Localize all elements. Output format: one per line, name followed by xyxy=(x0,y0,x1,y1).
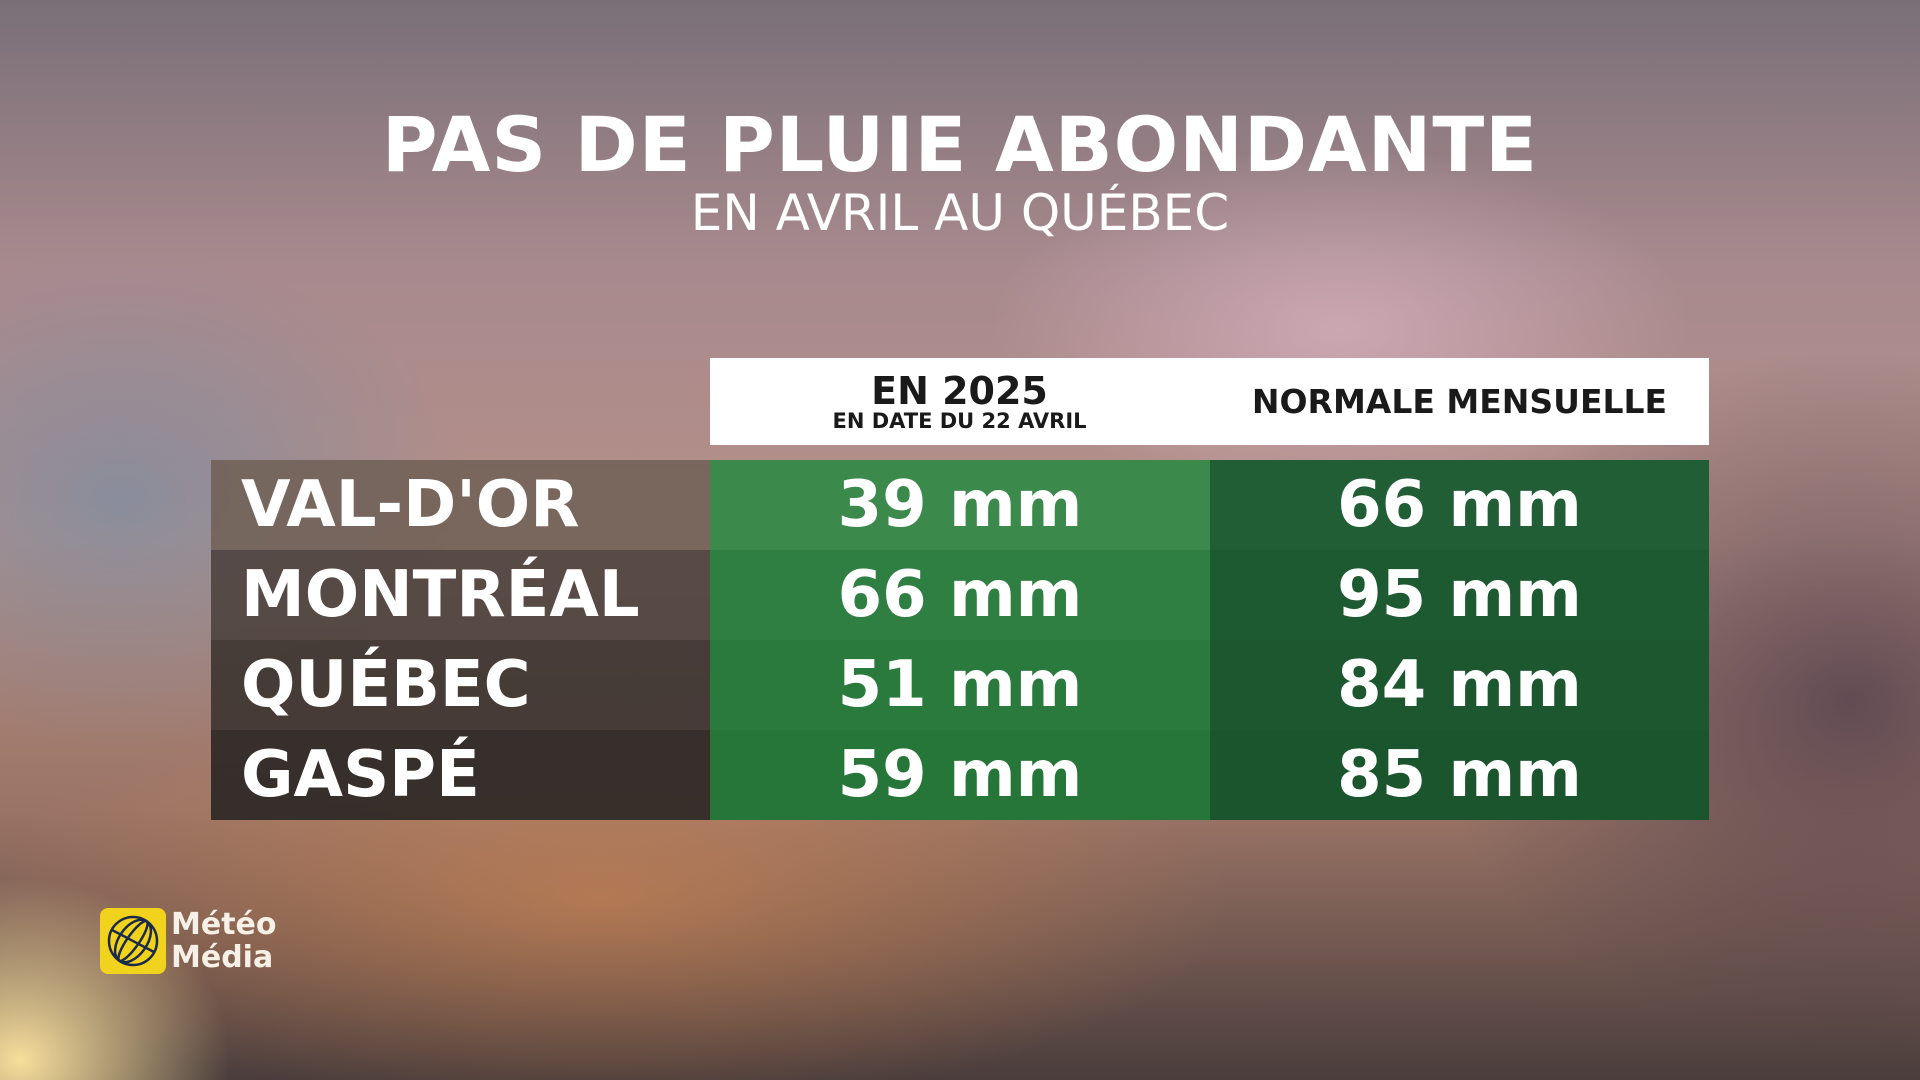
logo-icon xyxy=(100,908,166,974)
table-row: VAL-D'OR 39 mm 66 mm xyxy=(211,460,1709,550)
table-row: GASPÉ 59 mm 85 mm xyxy=(211,730,1709,820)
row-label: MONTRÉAL xyxy=(211,550,710,640)
table-header: EN 2025 EN DATE DU 22 AVRIL NORMALE MENS… xyxy=(710,358,1709,445)
cell-value: 84 mm xyxy=(1210,640,1709,730)
cell-value: 66 mm xyxy=(1210,460,1709,550)
logo-text: Météo Média xyxy=(171,908,277,974)
column-subtitle: EN DATE DU 22 AVRIL xyxy=(832,408,1087,433)
cell-value: 85 mm xyxy=(1210,730,1709,820)
row-label: VAL-D'OR xyxy=(211,460,710,550)
cell-value: 66 mm xyxy=(710,550,1210,640)
column-title: EN 2025 xyxy=(871,368,1048,413)
column-header: EN 2025 EN DATE DU 22 AVRIL xyxy=(710,358,1209,445)
row-label: GASPÉ xyxy=(211,730,710,820)
table-row: MONTRÉAL 66 mm 95 mm xyxy=(211,550,1709,640)
row-label: QUÉBEC xyxy=(211,640,710,730)
column-header: NORMALE MENSUELLE xyxy=(1210,358,1709,445)
logo-line: Média xyxy=(171,940,274,975)
subtitle: EN AVRIL AU QUÉBEC xyxy=(690,184,1230,242)
column-title: NORMALE MENSUELLE xyxy=(1251,381,1668,421)
title: PAS DE PLUIE ABONDANTE xyxy=(381,100,1539,189)
logo-line: Météo xyxy=(171,907,277,942)
cell-value: 51 mm xyxy=(710,640,1210,730)
cell-value: 39 mm xyxy=(710,460,1210,550)
cell-value: 59 mm xyxy=(710,730,1210,820)
table-row: QUÉBEC 51 mm 84 mm xyxy=(211,640,1709,730)
cell-value: 95 mm xyxy=(1210,550,1709,640)
